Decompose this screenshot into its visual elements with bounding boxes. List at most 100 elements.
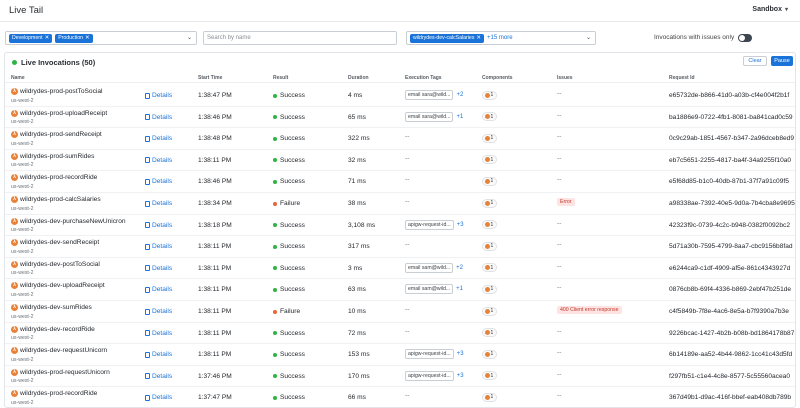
more-tags[interactable]: +1 bbox=[456, 113, 464, 120]
table-row[interactable]: λ wildrydes-prod-sendReceipt us-west-2 Deta… bbox=[5, 128, 795, 150]
component-badge[interactable]: 1 bbox=[482, 112, 498, 122]
column-header-components[interactable]: Components bbox=[482, 75, 513, 81]
more-tags[interactable]: +3 bbox=[456, 221, 464, 228]
more-tags[interactable]: +2 bbox=[456, 264, 464, 271]
remove-chip-icon[interactable]: ✕ bbox=[44, 35, 50, 41]
details-link[interactable]: Details bbox=[145, 92, 172, 99]
chevron-down-icon[interactable]: ⌄ bbox=[186, 35, 192, 41]
column-header-result[interactable]: Result bbox=[273, 75, 289, 81]
column-header-duration[interactable]: Duration bbox=[348, 75, 369, 81]
table-row[interactable]: λ wildrydes-prod-requestUnicorn us-west-2 D… bbox=[5, 366, 795, 388]
table-row[interactable]: λ wildrydes-prod-postToSocial us-west-2 Det… bbox=[5, 85, 795, 107]
issues-only-toggle[interactable] bbox=[738, 34, 752, 42]
table-row[interactable]: λ wildrydes-dev-sendReceipt us-west-2 Detai… bbox=[5, 236, 795, 258]
details-link[interactable]: Details bbox=[145, 373, 172, 380]
execution-tag[interactable]: email sam@wild... bbox=[405, 284, 454, 295]
component-badge[interactable]: 1 bbox=[482, 176, 498, 186]
request-id[interactable]: 367d49b1-d9ac-416f-bbef-eab408db789b bbox=[669, 394, 792, 402]
component-badge[interactable]: 1 bbox=[482, 198, 498, 208]
components[interactable]: 1 bbox=[482, 392, 498, 402]
components[interactable]: 1 bbox=[482, 155, 498, 165]
table-row[interactable]: λ wildrydes-dev-recordRide us-west-2 Detail… bbox=[5, 323, 795, 345]
component-badge[interactable]: 1 bbox=[482, 392, 498, 402]
more-functions[interactable]: +15 more bbox=[487, 35, 513, 41]
remove-chip-icon[interactable]: ✕ bbox=[85, 35, 90, 41]
table-row[interactable]: λ wildrydes-dev-requestUnicorn us-west-2 De… bbox=[5, 344, 795, 366]
execution-tag[interactable]: apigw-request-id... bbox=[405, 370, 454, 381]
components[interactable]: 1 bbox=[482, 176, 498, 186]
components[interactable]: 1 bbox=[482, 306, 498, 316]
components[interactable]: 1 bbox=[482, 349, 498, 359]
execution-tag[interactable]: apigw-request-id... bbox=[405, 349, 454, 360]
details-link[interactable]: Details bbox=[145, 222, 172, 229]
issue-badge[interactable]: 400 Client error response bbox=[557, 306, 622, 314]
column-header-request-id[interactable]: Request Id bbox=[669, 75, 695, 81]
details-link[interactable]: Details bbox=[145, 286, 172, 293]
more-tags[interactable]: +3 bbox=[456, 351, 464, 358]
components[interactable]: 1 bbox=[482, 371, 498, 381]
table-row[interactable]: λ wildrydes-dev-postToSocial us-west-2 Deta… bbox=[5, 258, 795, 280]
execution-tag[interactable]: email sara@wild... bbox=[405, 111, 454, 122]
remove-chip-icon[interactable]: ✕ bbox=[476, 35, 482, 41]
details-link[interactable]: Details bbox=[145, 135, 172, 142]
request-id[interactable]: f297fb51-c1e4-4c8e-8577-5c55560acea0 bbox=[669, 372, 790, 380]
request-id[interactable]: 6b14189e-aa52-4b44-9862-1cc41c43d5fd bbox=[669, 351, 793, 359]
search-input[interactable]: Search by name bbox=[203, 31, 397, 45]
more-tags[interactable]: +2 bbox=[456, 92, 464, 98]
request-id[interactable]: a98338ae-7392-40e5-9d0a-7b4cba8e9695 bbox=[669, 200, 795, 207]
component-badge[interactable]: 1 bbox=[482, 90, 498, 100]
details-link[interactable]: Details bbox=[145, 394, 172, 401]
table-row[interactable]: λ wildrydes-dev-purchaseNewUnicron us-west… bbox=[5, 215, 795, 237]
request-id[interactable]: 42323f9c-0739-4c2c-b948-0382f0092bc2 bbox=[669, 221, 790, 229]
components[interactable]: 1 bbox=[482, 241, 498, 251]
table-row[interactable]: λ wildrydes-dev-sumRides us-west-2 Details 1… bbox=[5, 301, 795, 323]
component-badge[interactable]: 1 bbox=[482, 220, 498, 230]
component-badge[interactable]: 1 bbox=[482, 349, 498, 359]
column-header-execution-tags[interactable]: Execution Tags bbox=[405, 75, 442, 81]
component-badge[interactable]: 1 bbox=[482, 328, 498, 338]
details-link[interactable]: Details bbox=[145, 157, 172, 164]
execution-tag[interactable]: email sam@wild... bbox=[405, 262, 454, 273]
details-link[interactable]: Details bbox=[145, 178, 172, 185]
components[interactable]: 1 bbox=[482, 220, 498, 230]
details-link[interactable]: Details bbox=[145, 114, 172, 121]
chevron-down-icon[interactable]: ⌄ bbox=[585, 35, 591, 41]
table-row[interactable]: λ wildrydes-prod-sumRides us-west-2 Details… bbox=[5, 150, 795, 172]
component-badge[interactable]: 1 bbox=[482, 306, 498, 316]
table-row[interactable]: λ wildrydes-prod-recordRide us-west-2 Detai… bbox=[5, 387, 795, 408]
more-tags[interactable]: +3 bbox=[456, 372, 464, 379]
details-link[interactable]: Details bbox=[145, 200, 172, 207]
issue-badge[interactable]: Error bbox=[557, 198, 575, 206]
environment-selector[interactable]: Sandbox ▾ bbox=[752, 6, 788, 13]
function-chip[interactable]: wildrydes-dev-calcSalaries ✕ bbox=[410, 33, 485, 43]
env-chip-development[interactable]: Development ✕ bbox=[9, 33, 53, 43]
details-link[interactable]: Details bbox=[145, 265, 172, 272]
column-header-start-time[interactable]: Start Time bbox=[198, 75, 223, 81]
clear-button[interactable]: Clear bbox=[743, 56, 767, 66]
request-id[interactable]: 9226bcac-1427-4b2b-b08b-bd1864178b87 bbox=[669, 329, 795, 337]
details-link[interactable]: Details bbox=[145, 308, 172, 315]
more-tags[interactable]: +1 bbox=[456, 286, 464, 293]
table-row[interactable]: λ wildrydes-prod-uploadReceipt us-west-2 De… bbox=[5, 107, 795, 129]
components[interactable]: 1 bbox=[482, 198, 498, 208]
components[interactable]: 1 bbox=[482, 284, 498, 294]
component-badge[interactable]: 1 bbox=[482, 284, 498, 294]
component-badge[interactable]: 1 bbox=[482, 133, 498, 143]
request-id[interactable]: 5d71a30b-7595-4799-8aa7-cbc9156b8fad bbox=[669, 243, 793, 251]
column-header-name[interactable]: Name bbox=[11, 75, 25, 81]
component-badge[interactable]: 1 bbox=[482, 371, 498, 381]
details-link[interactable]: Details bbox=[145, 351, 172, 358]
component-badge[interactable]: 1 bbox=[482, 155, 498, 165]
column-header-issues[interactable]: Issues bbox=[557, 75, 573, 81]
request-id[interactable]: 0c9c29ab-1851-4567-b347-2a96dceb8ed9 bbox=[669, 135, 795, 143]
request-id[interactable]: e65732de-b866-41d0-a03b-cf4e004f2b1f bbox=[669, 92, 790, 99]
table-row[interactable]: λ wildrydes-prod-calcSalaries us-west-2 Det… bbox=[5, 193, 795, 215]
components[interactable]: 1 bbox=[482, 328, 498, 338]
components[interactable]: 1 bbox=[482, 263, 498, 273]
environment-filter[interactable]: Development ✕ Production ✕ ⌄ bbox=[5, 31, 197, 45]
request-id[interactable]: ba1886e9-0722-4fb1-8081-ba841cad0c59 bbox=[669, 113, 793, 121]
table-row[interactable]: λ wildrydes-dev-uploadReceipt us-west-2 Det… bbox=[5, 279, 795, 301]
request-id[interactable]: c4f5849b-7f8e-4ac6-8e5a-b7f9390a7b3e bbox=[669, 308, 789, 315]
details-link[interactable]: Details bbox=[145, 330, 172, 337]
env-chip-production[interactable]: Production ✕ bbox=[55, 33, 93, 43]
